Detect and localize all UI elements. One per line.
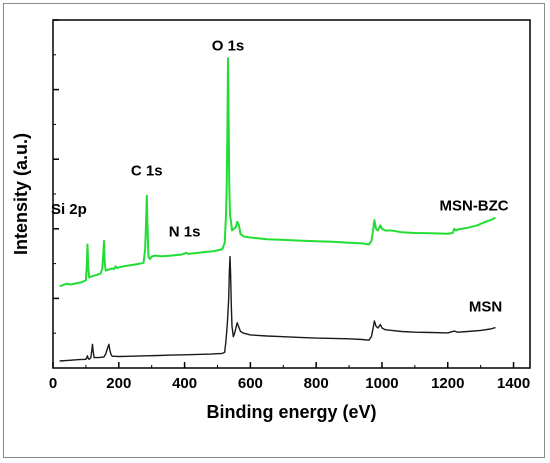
x-tick-label: 200 — [106, 375, 131, 392]
x-tick-label: 600 — [238, 375, 263, 392]
x-tick-label: 0 — [49, 375, 57, 392]
series-line-msn-bzc — [59, 57, 496, 288]
y-axis-title: Intensity (a.u.) — [11, 133, 31, 255]
x-tick-label: 1400 — [497, 375, 530, 392]
x-axis-title: Binding energy (eV) — [206, 402, 376, 422]
x-tick-label: 800 — [304, 375, 329, 392]
plot-area — [52, 19, 531, 369]
annotation-msn-bzc: MSN-BZC — [439, 197, 508, 214]
x-tick-label: 1000 — [365, 375, 398, 392]
plot-frame — [52, 19, 531, 369]
series-group — [59, 57, 496, 362]
annotation-msn: MSN — [469, 298, 502, 315]
annotation-c-1s: C 1s — [131, 163, 163, 180]
annotation-si-2p: Si 2p — [51, 201, 87, 218]
peak-annotations: O 1s C 1s Si 2p N 1s MSN-BZC MSN — [51, 37, 509, 315]
x-tick-label: 400 — [172, 375, 197, 392]
series-line-msn — [59, 255, 496, 362]
y-axis-ticks — [53, 19, 59, 334]
annotation-n-1s: N 1s — [169, 224, 201, 241]
x-axis-ticks: 0 200 400 600 800 1000 1200 1400 — [49, 362, 530, 392]
x-tick-label: 1200 — [431, 375, 464, 392]
annotation-o-1s: O 1s — [212, 37, 245, 54]
